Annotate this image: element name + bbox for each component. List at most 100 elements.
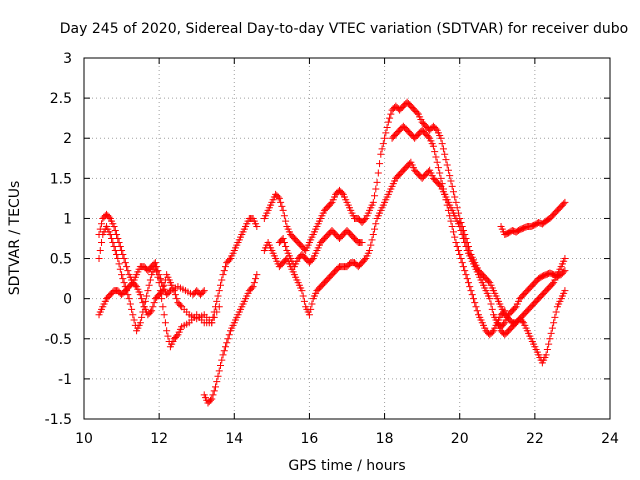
data-point: [547, 329, 555, 337]
data-point: [143, 292, 151, 300]
data-point: [447, 217, 455, 225]
data-point: [485, 277, 493, 285]
data-point: [452, 239, 460, 247]
data-point: [150, 299, 158, 307]
data-point: [372, 220, 380, 228]
data-point: [248, 284, 256, 292]
x-tick-label: 24: [601, 431, 619, 447]
data-point: [457, 255, 465, 263]
data-point: [462, 243, 470, 251]
data-point: [206, 396, 214, 404]
y-tick-label: 0: [63, 292, 72, 308]
data-point: [438, 140, 446, 148]
data-point: [213, 378, 221, 386]
data-point: [148, 307, 156, 315]
data-point: [279, 235, 287, 242]
data-point: [218, 276, 226, 284]
data-point: [274, 193, 282, 201]
data-point: [159, 303, 167, 311]
data-point: [443, 201, 451, 209]
data-point: [208, 319, 216, 327]
x-tick-label: 18: [376, 431, 394, 447]
data-point: [116, 265, 124, 273]
data-point: [436, 169, 444, 177]
data-point: [433, 158, 441, 166]
data-point: [222, 343, 230, 351]
data-point: [453, 243, 461, 251]
data-point: [373, 178, 381, 186]
data-point: [158, 295, 166, 303]
data-point: [275, 194, 283, 202]
data-point: [424, 133, 432, 141]
data-point: [449, 228, 457, 236]
data-point: [173, 295, 181, 303]
data-point: [457, 226, 465, 234]
data-point: [449, 188, 457, 196]
x-tick-label: 20: [451, 431, 469, 447]
data-point: [374, 169, 382, 177]
data-point: [488, 328, 496, 336]
data-point: [434, 164, 442, 172]
data-point: [250, 279, 258, 287]
x-tick-label: 22: [526, 431, 544, 447]
data-point: [154, 267, 162, 275]
data-point: [366, 247, 374, 255]
data-point: [128, 280, 136, 288]
data-point: [249, 283, 257, 291]
data-point: [501, 307, 509, 315]
data-point: [561, 198, 569, 206]
data-point: [146, 276, 154, 284]
series-track-3: [95, 259, 208, 319]
data-point: [473, 307, 481, 315]
data-point: [277, 198, 285, 206]
data-point: [444, 206, 452, 214]
data-point: [448, 182, 456, 190]
data-point: [429, 142, 437, 150]
data-point: [511, 304, 519, 312]
data-point: [217, 362, 225, 370]
data-point: [222, 263, 230, 271]
data-point: [214, 292, 222, 300]
plot-frame: [83, 57, 611, 420]
data-point: [561, 267, 569, 275]
data-point: [453, 204, 461, 212]
data-point: [114, 235, 122, 242]
data-point: [98, 239, 106, 247]
data-point: [387, 110, 395, 118]
data-point: [253, 222, 261, 230]
data-point: [253, 271, 261, 279]
data-point: [214, 372, 222, 380]
data-point: [431, 148, 439, 156]
data-point: [119, 251, 127, 259]
x-tick-label: 12: [150, 431, 168, 447]
data-point: [220, 267, 228, 275]
data-point: [518, 317, 526, 325]
data-point: [413, 109, 421, 117]
data-point: [456, 222, 464, 230]
data-point: [461, 239, 469, 247]
y-axis-label: SDTVAR / TECUs: [7, 181, 23, 296]
data-point: [369, 198, 377, 206]
data-point: [358, 239, 366, 247]
data-point: [146, 308, 154, 316]
data-point: [124, 291, 132, 299]
data-point: [368, 236, 376, 244]
data-point: [223, 339, 231, 347]
data-point: [125, 295, 133, 303]
data-point: [106, 230, 114, 238]
data-point: [543, 345, 551, 353]
data-point: [441, 190, 449, 198]
data-point: [161, 319, 169, 327]
data-point: [550, 319, 558, 327]
chart-title: Day 245 of 2020, Sidereal Day-to-day VTE…: [60, 21, 628, 37]
data-point: [118, 271, 126, 279]
data-point: [105, 213, 113, 221]
data-point: [438, 180, 446, 188]
data-point: [158, 279, 166, 287]
data-point: [160, 311, 168, 319]
data-point: [377, 150, 385, 158]
data-point: [468, 291, 476, 299]
data-point: [139, 308, 147, 316]
data-point: [500, 308, 508, 316]
data-point: [561, 287, 569, 295]
